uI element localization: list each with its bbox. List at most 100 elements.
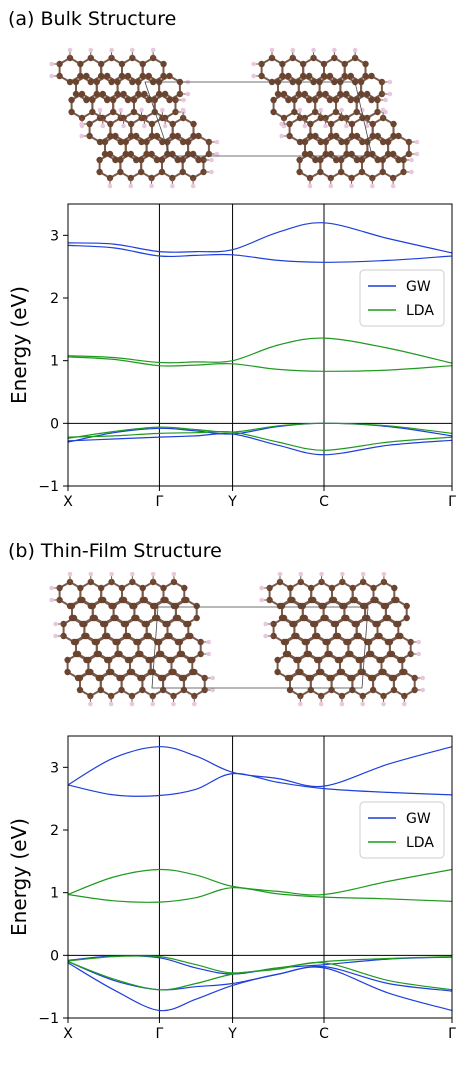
carbon-atom [332,132,340,140]
carbon-atom [337,168,345,176]
carbon-atom [395,620,402,628]
y-tick-label: 1 [50,354,59,370]
carbon-atom [124,632,132,640]
carbon-atom [122,620,130,628]
legend-label: GW [406,811,431,827]
hydrogen-atom [263,621,268,627]
carbon-atom [278,602,286,610]
carbon-atom [64,668,71,676]
carbon-atom [132,156,140,164]
carbon-atom [137,168,145,176]
carbon-atom [155,90,163,98]
carbon-atom [332,156,340,164]
carbon-atom [317,168,324,176]
carbon-atom [66,78,74,86]
carbon-atom [139,60,146,68]
carbon-atom [120,596,128,604]
carbon-atom [159,674,167,682]
carbon-atom [296,156,303,164]
hydrogen-atom [88,572,94,577]
hydrogen-atom [53,621,58,627]
hydrogen-atom [160,107,165,113]
carbon-atom [311,96,319,104]
carbon-atom [312,156,319,164]
carbon-atom [330,596,338,604]
carbon-atom [114,638,121,646]
hydrogen-atom [129,701,135,707]
carbon-atom [153,132,161,140]
carbon-atom [174,156,181,164]
hydrogen-atom [185,91,191,97]
carbon-atom [374,156,381,164]
carbon-atom [293,632,300,640]
hydrogen-atom [370,183,375,189]
carbon-atom [179,168,186,176]
hydrogen-atom [53,633,58,639]
hydrogen-atom [49,585,54,591]
hexagon-ring [58,56,82,84]
hydrogen-atom [206,639,212,645]
carbon-atom [305,650,312,658]
carbon-atom [143,150,150,158]
carbon-atom [370,584,377,592]
hexagon-ring [88,116,112,144]
carbon-atom [285,72,292,80]
carbon-atom [291,96,298,104]
hexagon-ring [288,116,312,144]
carbon-atom [328,584,336,592]
plot-frame [67,735,453,1019]
carbon-atom [326,96,334,104]
carbon-atom [320,72,328,80]
carbon-atom [79,596,86,604]
carbon-atom [133,614,140,622]
hydrogen-atom [206,651,212,657]
hydrogen-atom [49,61,54,67]
film-layer-left [49,572,216,707]
hydrogen-atom [251,61,256,67]
carbon-atom [341,72,348,80]
hydrogen-atom [307,183,313,189]
carbon-atom [76,686,84,694]
hydrogen-atom [67,572,73,577]
hydrogen-atom [49,73,54,79]
carbon-atom [389,150,397,158]
carbon-atom [127,132,135,140]
hydrogen-atom [259,585,264,591]
carbon-atom [380,668,387,676]
carbon-atom [320,602,327,610]
carbon-atom [307,584,315,592]
hydrogen-atom [209,169,214,175]
carbon-atom [151,602,159,610]
carbon-atom [137,156,145,164]
hydrogen-atom [414,151,420,157]
hydrogen-atom [414,139,420,145]
carbon-atom [149,668,156,676]
lda-band-line [67,955,453,974]
carbon-atom [355,632,362,640]
carbon-atom [369,120,376,128]
hydrogen-atom [302,123,308,129]
bulk-layer-bottom-right [279,107,420,189]
hydrogen-atom [416,651,422,657]
unit-cell-outline [144,81,373,157]
carbon-atom [159,686,167,694]
carbon-atom [328,686,335,694]
carbon-atom [363,90,371,98]
carbon-atom [107,132,114,140]
carbon-atom [97,72,105,80]
carbon-atom [127,120,135,128]
carbon-atom [301,614,308,622]
carbon-atom [143,620,150,628]
carbon-atom [118,686,125,694]
carbon-atom [299,60,307,68]
hydrogen-atom [416,639,422,645]
carbon-atom [151,96,158,104]
carbon-atom [179,138,187,146]
hydrogen-atom [380,107,386,113]
carbon-atom [303,638,310,646]
carbon-atom [160,72,167,80]
carbon-atom [99,596,107,604]
hydrogen-atom [109,572,114,577]
hydrogen-atom [269,47,275,53]
carbon-atom [341,602,348,610]
